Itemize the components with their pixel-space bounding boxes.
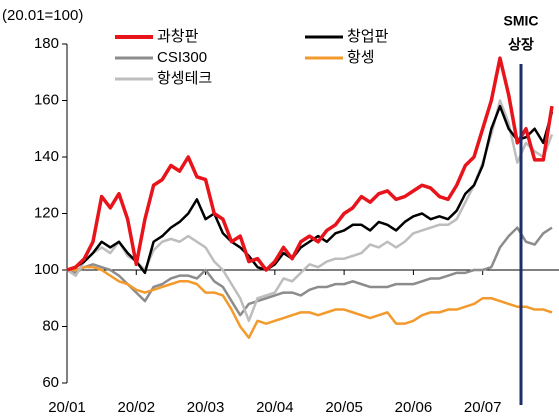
line-series: [67, 265, 553, 340]
line-series: [66, 226, 553, 317]
unit-label: (20.01=100): [2, 7, 83, 24]
annotation: SMIC: [504, 13, 539, 29]
line-series: [66, 56, 554, 272]
y-tick-label: 140: [34, 148, 59, 165]
legend-label: 과창판: [157, 28, 199, 45]
line-series: [66, 104, 554, 275]
y-tick-label: 60: [42, 374, 59, 391]
line-series: [66, 99, 554, 323]
x-tick-label: 20/02: [118, 399, 156, 416]
legend-label: 항셍: [347, 49, 375, 66]
x-tick-label: 20/07: [464, 399, 502, 416]
legend-label: 항셍테크: [157, 70, 212, 87]
legend-label: CSI300: [157, 49, 207, 66]
y-tick-label: 180: [34, 35, 59, 52]
x-tick-label: 20/03: [187, 399, 225, 416]
x-tick-label: 20/05: [325, 399, 363, 416]
y-tick-label: 160: [34, 91, 59, 108]
x-tick-label: 20/01: [48, 399, 86, 416]
annotation: 상장: [508, 37, 534, 53]
legend-label: 창업판: [347, 28, 389, 45]
x-tick-label: 20/06: [395, 399, 433, 416]
y-tick-label: 120: [34, 204, 59, 221]
y-tick-label: 100: [34, 261, 59, 278]
y-tick-label: 80: [42, 317, 59, 334]
x-tick-label: 20/04: [256, 399, 294, 416]
